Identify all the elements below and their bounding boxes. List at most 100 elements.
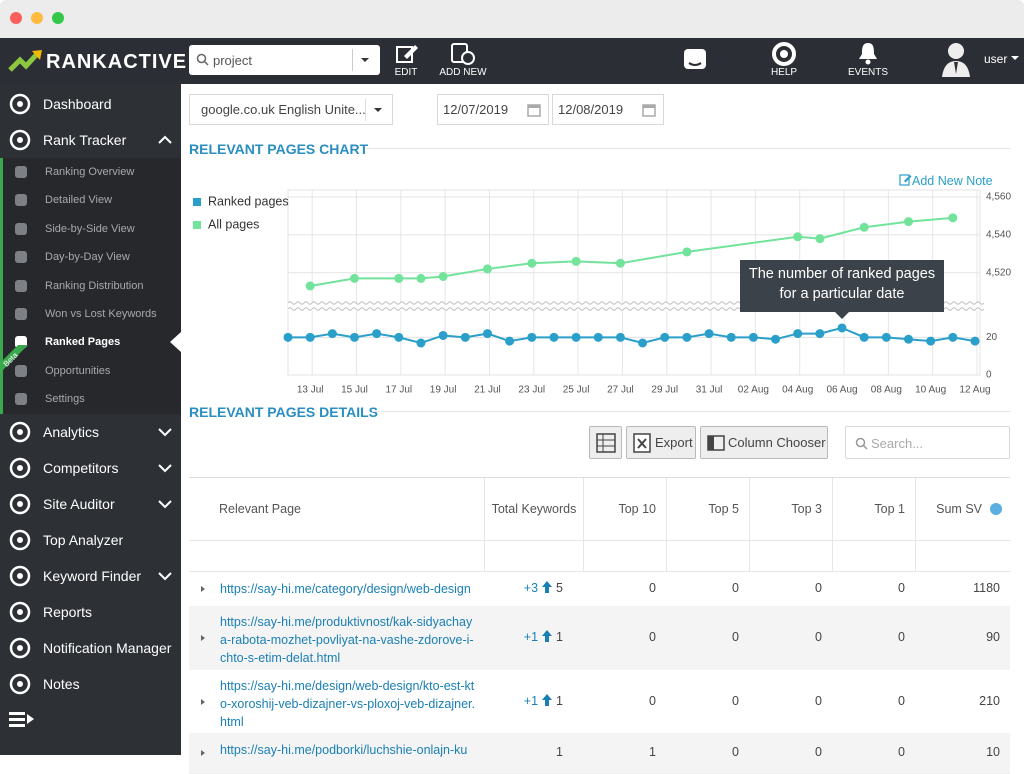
x-tick-label: 15 Jul bbox=[341, 385, 368, 396]
icon-shape bbox=[15, 222, 27, 235]
table-row[interactable] bbox=[189, 606, 1010, 671]
filter-cell[interactable] bbox=[832, 540, 915, 572]
chevron bbox=[158, 427, 172, 437]
expand-arrow[interactable] bbox=[201, 634, 207, 642]
events-label[interactable]: EVENTS bbox=[847, 67, 888, 78]
submenu-item[interactable]: Ranking Overview bbox=[0, 158, 181, 187]
submenu-label: Detailed View bbox=[45, 194, 113, 207]
edit-icon[interactable] bbox=[395, 42, 419, 64]
submenu-item[interactable]: Ranking Distribution bbox=[0, 271, 181, 300]
filter-cell[interactable] bbox=[583, 540, 666, 572]
page-link[interactable]: https://say-hi.me/podborki/luchshie-onla… bbox=[220, 743, 468, 757]
add-note-link[interactable]: Add New Note bbox=[912, 174, 993, 188]
submenu-icon bbox=[15, 364, 27, 377]
menu-item[interactable]: Site Auditor bbox=[0, 486, 181, 522]
export-button[interactable]: Export bbox=[626, 426, 696, 459]
x-tick-label: 06 Aug bbox=[826, 385, 857, 396]
menu-chevron bbox=[158, 571, 172, 581]
filter-cell[interactable] bbox=[915, 540, 1010, 572]
data-point bbox=[394, 273, 404, 283]
filter-cell[interactable] bbox=[666, 540, 749, 572]
data-point bbox=[438, 330, 448, 340]
icon-shape bbox=[15, 166, 27, 178]
column-header[interactable]: Total Keywords bbox=[484, 478, 583, 540]
add-new-icon[interactable] bbox=[450, 42, 476, 66]
menu-item[interactable]: Rank Tracker bbox=[0, 122, 181, 158]
menu-icon bbox=[9, 637, 31, 658]
expand-arrow[interactable] bbox=[201, 585, 207, 593]
column-chooser-button[interactable]: Column Chooser bbox=[700, 426, 828, 459]
user-avatar[interactable] bbox=[940, 40, 972, 78]
table-search[interactable]: Search... bbox=[845, 426, 1010, 459]
active-notch bbox=[170, 332, 181, 353]
date-from[interactable]: 12/07/2019 bbox=[437, 94, 549, 125]
filter-cell[interactable] bbox=[189, 540, 484, 572]
submenu-item[interactable]: Settings bbox=[0, 385, 181, 414]
note-icon[interactable] bbox=[899, 173, 912, 186]
caret bbox=[374, 108, 382, 112]
column-header[interactable]: Sum SV bbox=[915, 478, 1010, 540]
menu-item[interactable]: Competitors bbox=[0, 450, 181, 486]
column-header[interactable]: Relevant Page bbox=[189, 478, 484, 540]
page-link[interactable]: https://say-hi.me/design/web-design/kto-… bbox=[220, 679, 475, 729]
edit-label[interactable]: EDIT bbox=[394, 67, 418, 78]
header-label: Top 3 bbox=[791, 502, 822, 516]
menu-item[interactable]: Notes bbox=[0, 666, 181, 702]
menu-toggle-icon[interactable] bbox=[9, 710, 35, 730]
page-link[interactable]: https://say-hi.me/produktivnost/kak-sidy… bbox=[220, 615, 474, 665]
close-button[interactable] bbox=[10, 12, 22, 24]
column-layout-button[interactable] bbox=[589, 426, 622, 459]
chevron bbox=[158, 463, 172, 473]
logo-text: RANKACTIVE bbox=[46, 51, 188, 73]
expand-arrow[interactable] bbox=[201, 749, 207, 757]
column-header[interactable]: Top 3 bbox=[749, 478, 832, 540]
menu-item[interactable]: Reports bbox=[0, 594, 181, 630]
icon-shape bbox=[17, 644, 23, 651]
table-border bbox=[189, 477, 1010, 478]
x-tick-label: 12 Aug bbox=[959, 385, 990, 396]
menu-item[interactable]: Notification Manager bbox=[0, 630, 181, 666]
submenu-item[interactable]: Detailed View bbox=[0, 186, 181, 215]
icon-shape bbox=[9, 601, 31, 622]
search-icon bbox=[855, 437, 868, 450]
menu-icon bbox=[9, 529, 31, 550]
expand-arrow[interactable] bbox=[201, 698, 207, 706]
filter-cell[interactable] bbox=[749, 540, 832, 572]
menu-item[interactable]: Analytics bbox=[0, 414, 181, 450]
column-header[interactable]: Top 1 bbox=[832, 478, 915, 540]
submenu-item[interactable]: Day-by-Day View bbox=[0, 243, 181, 272]
legend-label: Ranked pages bbox=[208, 194, 289, 208]
menu-item[interactable]: Keyword Finder bbox=[0, 558, 181, 594]
x-tick-label: 21 Jul bbox=[474, 385, 501, 396]
total-keywords: +1 1 bbox=[484, 630, 563, 644]
engine-select[interactable]: google.co.uk English Unite... bbox=[189, 94, 393, 125]
column-header[interactable]: Top 10 bbox=[583, 478, 666, 540]
events-icon[interactable] bbox=[857, 41, 879, 65]
date-to[interactable]: 12/08/2019 bbox=[552, 94, 664, 125]
minimize-button[interactable] bbox=[31, 12, 43, 24]
menu-item[interactable]: Dashboard bbox=[0, 86, 181, 122]
column-header[interactable]: Top 5 bbox=[666, 478, 749, 540]
table-row[interactable] bbox=[189, 670, 1010, 734]
menu-item[interactable]: Top Analyzer bbox=[0, 522, 181, 558]
maximize-button[interactable] bbox=[52, 12, 64, 24]
help-label[interactable]: HELP bbox=[770, 67, 798, 78]
chat-icon[interactable] bbox=[683, 48, 707, 72]
submenu-item[interactable]: Side-by-Side View bbox=[0, 214, 181, 244]
filter-cell[interactable] bbox=[484, 540, 583, 572]
chevron bbox=[158, 571, 172, 581]
add-new-label[interactable]: ADD NEW bbox=[439, 67, 487, 78]
data-point bbox=[571, 332, 581, 342]
page-link[interactable]: https://say-hi.me/category/design/web-de… bbox=[220, 582, 471, 596]
user-name[interactable]: user bbox=[984, 52, 1008, 66]
submenu-item[interactable]: Opportunities Beta bbox=[0, 344, 181, 386]
arrow bbox=[542, 693, 553, 706]
icon-shape bbox=[15, 308, 27, 320]
icon-shape bbox=[9, 637, 31, 658]
submenu-item[interactable]: Won vs Lost Keywords bbox=[0, 300, 181, 329]
excel-icon bbox=[633, 433, 651, 453]
help-icon[interactable] bbox=[771, 41, 797, 67]
project-search[interactable]: project bbox=[189, 45, 380, 75]
column-chooser-label: Column Chooser bbox=[728, 435, 826, 450]
